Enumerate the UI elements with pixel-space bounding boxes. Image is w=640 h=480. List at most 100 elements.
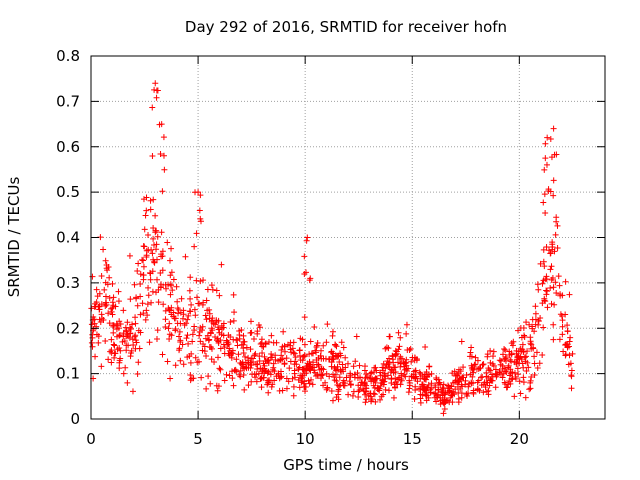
data-point bbox=[179, 315, 186, 322]
data-point bbox=[567, 360, 574, 367]
data-point bbox=[301, 352, 308, 359]
data-point bbox=[426, 363, 433, 370]
data-point bbox=[564, 328, 571, 335]
data-point bbox=[256, 353, 263, 360]
data-point bbox=[502, 347, 509, 354]
data-point bbox=[176, 347, 183, 354]
data-point bbox=[281, 361, 288, 368]
data-point bbox=[127, 296, 134, 303]
data-point bbox=[170, 276, 177, 283]
data-point bbox=[305, 377, 312, 384]
data-point bbox=[196, 332, 203, 339]
data-point bbox=[155, 299, 162, 306]
data-point bbox=[268, 383, 275, 390]
data-point bbox=[508, 358, 515, 365]
data-point bbox=[160, 301, 167, 308]
data-point bbox=[465, 383, 472, 390]
data-point bbox=[547, 188, 554, 195]
data-point bbox=[147, 206, 154, 213]
data-point bbox=[375, 384, 382, 391]
data-point bbox=[94, 293, 101, 300]
data-point bbox=[200, 277, 207, 284]
data-point bbox=[278, 347, 285, 354]
data-point bbox=[363, 382, 370, 389]
data-point bbox=[502, 355, 509, 362]
data-point bbox=[544, 304, 551, 311]
data-point bbox=[446, 385, 453, 392]
data-point bbox=[191, 243, 198, 250]
data-point bbox=[124, 379, 131, 386]
data-point bbox=[309, 381, 316, 388]
data-point bbox=[550, 177, 557, 184]
data-point bbox=[367, 390, 374, 397]
data-point bbox=[502, 381, 509, 388]
data-point bbox=[114, 333, 121, 340]
data-point bbox=[549, 243, 556, 250]
data-point bbox=[202, 312, 209, 319]
data-point bbox=[304, 234, 311, 241]
data-point bbox=[220, 320, 227, 327]
data-point bbox=[329, 332, 336, 339]
data-point bbox=[428, 370, 435, 377]
data-point bbox=[332, 342, 339, 349]
data-point bbox=[150, 242, 157, 249]
data-point bbox=[490, 348, 497, 355]
data-point bbox=[141, 226, 148, 233]
data-point bbox=[175, 306, 182, 313]
data-point bbox=[248, 355, 255, 362]
y-tick-label: 0.1 bbox=[56, 365, 80, 383]
data-point bbox=[299, 372, 306, 379]
data-point bbox=[524, 348, 531, 355]
data-point bbox=[264, 370, 271, 377]
data-point bbox=[390, 394, 397, 401]
data-point bbox=[88, 321, 95, 328]
data-point bbox=[149, 104, 156, 111]
data-point bbox=[145, 292, 152, 299]
data-point bbox=[104, 267, 111, 274]
data-point bbox=[175, 310, 182, 317]
data-point bbox=[268, 332, 275, 339]
data-point bbox=[323, 339, 330, 346]
data-point bbox=[500, 351, 507, 358]
data-point bbox=[149, 153, 156, 160]
data-point bbox=[174, 298, 181, 305]
data-point bbox=[568, 385, 575, 392]
data-point bbox=[248, 362, 255, 369]
data-point bbox=[524, 359, 531, 366]
data-point bbox=[204, 286, 211, 293]
data-point bbox=[163, 285, 170, 292]
data-point bbox=[154, 87, 161, 94]
data-point bbox=[425, 394, 432, 401]
data-point bbox=[423, 376, 430, 383]
data-point bbox=[124, 331, 131, 338]
data-point bbox=[132, 332, 139, 339]
data-point bbox=[167, 272, 174, 279]
data-point bbox=[527, 385, 534, 392]
data-point bbox=[275, 358, 282, 365]
data-point bbox=[245, 359, 252, 366]
data-point bbox=[489, 373, 496, 380]
data-point bbox=[112, 303, 119, 310]
data-point bbox=[260, 343, 267, 350]
data-point bbox=[186, 287, 193, 294]
data-point bbox=[406, 377, 413, 384]
data-point bbox=[333, 343, 340, 350]
data-point bbox=[150, 196, 157, 203]
data-point bbox=[433, 392, 440, 399]
data-point bbox=[454, 383, 461, 390]
data-point bbox=[466, 353, 473, 360]
data-point bbox=[336, 359, 343, 366]
data-point bbox=[147, 270, 154, 277]
data-point bbox=[385, 363, 392, 370]
data-point bbox=[485, 374, 492, 381]
data-point bbox=[95, 339, 102, 346]
data-point bbox=[237, 367, 244, 374]
data-point bbox=[290, 392, 297, 399]
data-point bbox=[115, 288, 122, 295]
data-point bbox=[255, 370, 262, 377]
data-point bbox=[362, 399, 369, 406]
data-point bbox=[555, 273, 562, 280]
data-point bbox=[169, 287, 176, 294]
data-point bbox=[106, 295, 113, 302]
data-point bbox=[383, 344, 390, 351]
